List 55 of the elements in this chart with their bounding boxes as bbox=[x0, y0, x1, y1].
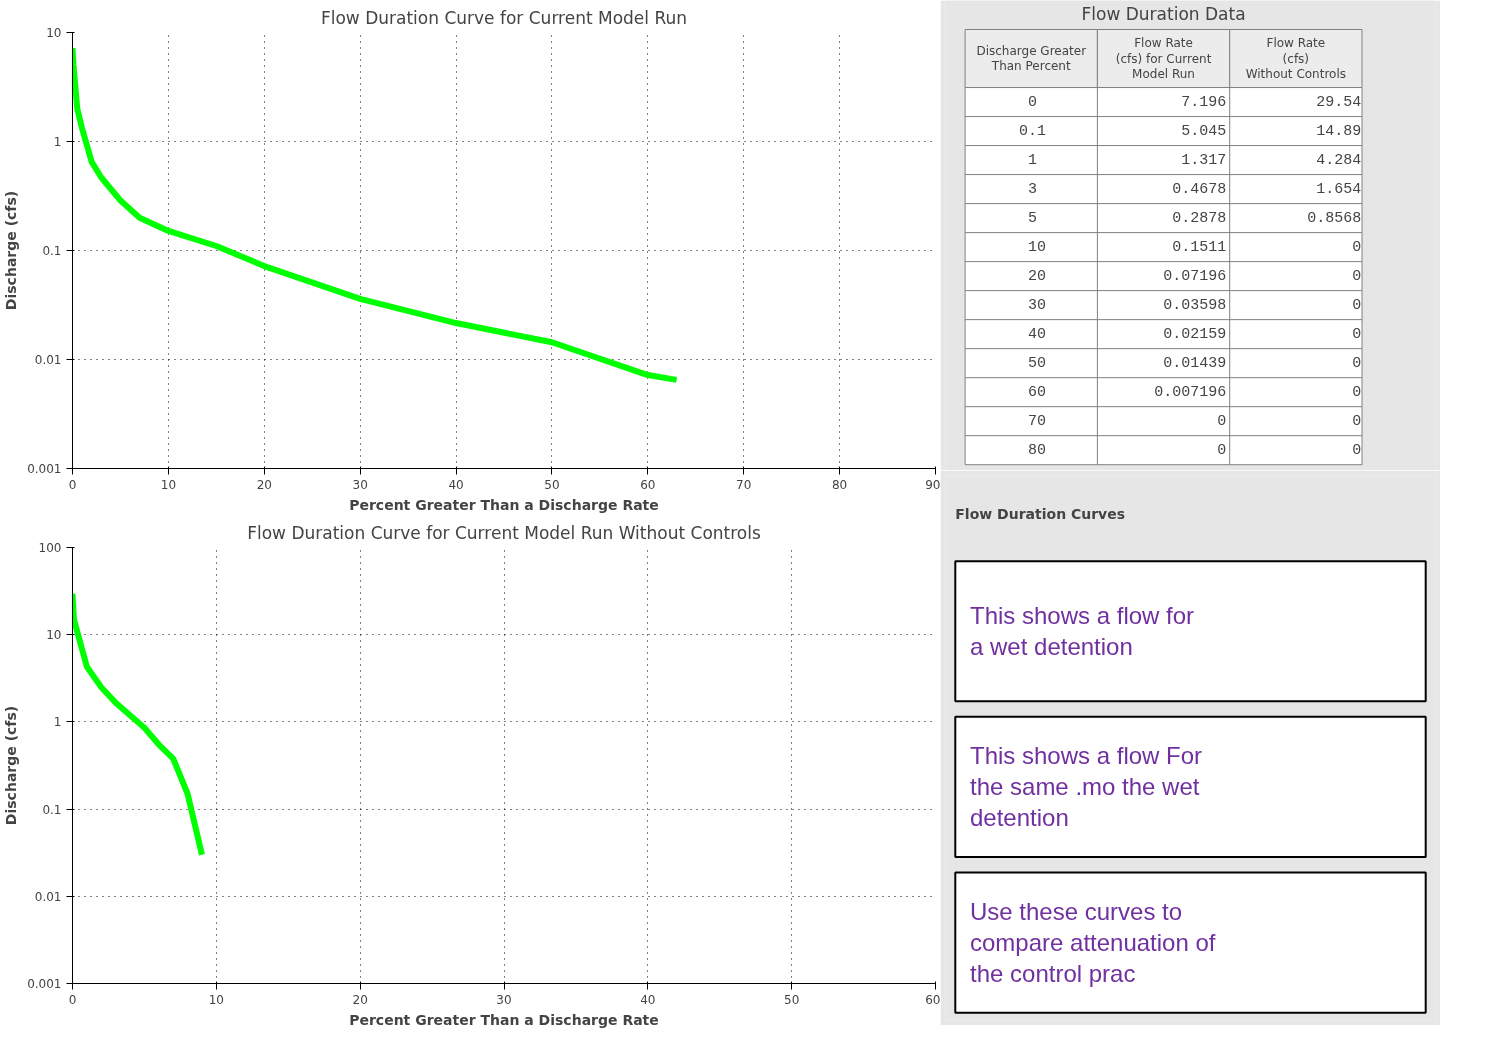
y-tick-label: 0.001 bbox=[27, 462, 62, 476]
text: 5 0.2878 0.8568 bbox=[965, 209, 1371, 227]
text: 70 0 0 bbox=[965, 412, 1371, 430]
text: This shows a flow For the same .mo the wet detention bbox=[970, 742, 1203, 832]
y-tick-label: 1 bbox=[53, 135, 62, 149]
y-tick-label: 10 bbox=[46, 628, 62, 643]
y-axis-title: Discharge (cfs) bbox=[3, 705, 20, 826]
chart-title: Flow Duration Curve for Current Model Run bbox=[320, 7, 688, 28]
x-tick-label: 50 bbox=[784, 992, 800, 1007]
text: 0 7.196 29.54 bbox=[965, 93, 1371, 111]
chart-title: Flow Duration Curve for Current Model Run Without Controls bbox=[247, 522, 761, 543]
text: Flow Duration Data bbox=[1081, 3, 1246, 24]
text: 0.1 5.045 14.89 bbox=[965, 122, 1371, 140]
y-tick-label: 0.01 bbox=[34, 889, 62, 904]
text: Discharge Greater Than Percent bbox=[976, 43, 1087, 74]
x-tick-label: 20 bbox=[256, 477, 272, 492]
y-tick-label: 0.01 bbox=[34, 353, 62, 367]
x-tick-label: 30 bbox=[352, 477, 368, 492]
text: 80 0 0 bbox=[965, 441, 1371, 459]
x-tick-label: 60 bbox=[640, 477, 656, 492]
x-tick-label: 10 bbox=[160, 477, 177, 492]
x-tick-label: 40 bbox=[448, 477, 464, 492]
x-tick-label: 40 bbox=[640, 992, 656, 1007]
text: 50 0.01439 0 bbox=[965, 354, 1371, 372]
text: 1 1.317 4.284 bbox=[965, 151, 1371, 169]
x-axis-title: Percent Greater Than a Discharge Rate bbox=[349, 1011, 659, 1028]
x-tick-label: 90 bbox=[925, 477, 941, 492]
x-tick-label: 0 bbox=[68, 477, 77, 492]
text: Use these curves to compare attenuation of the control prac bbox=[970, 898, 1216, 988]
text: 10 0.1511 0 bbox=[965, 238, 1371, 256]
text: This shows a flow for a wet detention bbox=[970, 602, 1195, 661]
y-tick-label: 0.001 bbox=[27, 977, 62, 991]
text: 60 0.007196 0 bbox=[965, 383, 1371, 401]
text: 3 0.4678 1.654 bbox=[965, 180, 1371, 198]
y-tick-label: 1 bbox=[53, 715, 62, 730]
x-tick-label: 80 bbox=[831, 477, 848, 492]
text: Flow Rate (cfs) Without Controls bbox=[1245, 36, 1347, 81]
y-axis-title: Discharge (cfs) bbox=[3, 190, 20, 311]
text: Flow Rate (cfs) for Current Model Run bbox=[1115, 36, 1212, 81]
text: 30 0.03598 0 bbox=[965, 296, 1371, 314]
y-tick-label: 10 bbox=[46, 26, 62, 40]
x-tick-label: 70 bbox=[736, 477, 752, 492]
text: 20 0.07196 0 bbox=[965, 267, 1371, 285]
x-axis-title: Percent Greater Than a Discharge Rate bbox=[349, 496, 659, 513]
x-tick-label: 50 bbox=[544, 477, 560, 492]
text: 40 0.02159 0 bbox=[965, 325, 1371, 343]
y-tick-label: 0.1 bbox=[42, 802, 62, 817]
text: Flow Duration Curves bbox=[955, 506, 1126, 523]
y-tick-label: 100 bbox=[38, 541, 62, 555]
y-tick-label: 0.1 bbox=[42, 244, 62, 258]
x-tick-label: 0 bbox=[68, 992, 77, 1007]
x-tick-label: 30 bbox=[496, 992, 512, 1007]
x-tick-label: 60 bbox=[925, 992, 941, 1007]
x-tick-label: 10 bbox=[208, 992, 224, 1007]
x-tick-label: 20 bbox=[352, 992, 368, 1007]
